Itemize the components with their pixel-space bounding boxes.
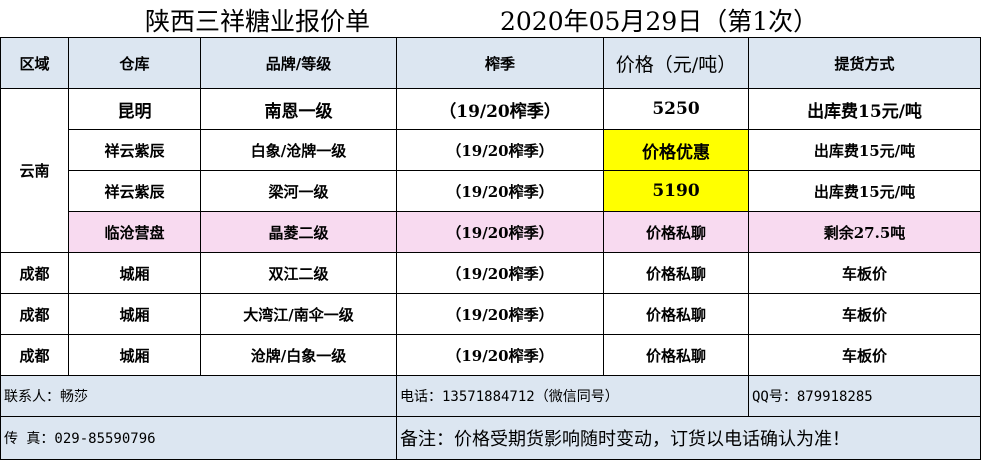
region-cell: 成都 [0, 334, 69, 376]
sheet-title: 陕西三祥糖业报价单 2020年05月29日（第1次） [0, 0, 982, 37]
brand-cell: 沧牌/白象一级 [200, 334, 397, 376]
delivery-cell: 车板价 [748, 334, 981, 376]
season-cell: （19/20榨季） [396, 252, 604, 294]
company-title: 陕西三祥糖业报价单 [145, 7, 371, 36]
table-row: 云南 昆明 南恩一级 （19/20榨季） 5250 出库费15元/吨 [0, 88, 981, 253]
season-cell: （19/20榨季） [396, 129, 604, 171]
brand-cell: 白象/沧牌一级 [200, 129, 397, 171]
season-cell: （19/20榨季） [396, 170, 604, 212]
header-brand: 品牌/等级 [200, 37, 397, 89]
price-cell: 5190 [603, 170, 749, 212]
delivery-cell: 出库费15元/吨 [748, 129, 981, 171]
price-cell: 价格优惠 [603, 129, 749, 171]
date-title: 2020年05月29日（第1次） [500, 7, 819, 36]
warehouse-cell: 临沧营盘 [68, 211, 201, 253]
footer-row-contact: 联系人：畅莎 电话：13571884712（微信同号） QQ号：87991828… [0, 375, 981, 417]
region-cell: 成都 [0, 293, 69, 335]
region-cell: 云南 [0, 88, 69, 253]
delivery-cell: 出库费15元/吨 [748, 88, 981, 130]
season-cell: （19/20榨季） [396, 334, 604, 376]
price-cell: 5250 [603, 88, 749, 130]
delivery-cell: 出库费15元/吨 [748, 170, 981, 212]
season-cell: （19/20榨季） [396, 293, 604, 335]
brand-cell: 梁河一级 [200, 170, 397, 212]
warehouse-cell: 城厢 [68, 334, 201, 376]
brand-cell: 晶菱二级 [200, 211, 397, 253]
delivery-cell: 剩余27.5吨 [748, 211, 981, 253]
delivery-cell: 车板价 [748, 252, 981, 294]
header-delivery: 提货方式 [748, 37, 981, 89]
header-warehouse: 仓库 [68, 37, 201, 89]
season-cell: （19/20榨季） [396, 211, 604, 253]
header-price: 价格（元/吨） [603, 37, 749, 89]
price-cell: 价格私聊 [603, 252, 749, 294]
season-cell: （19/20榨季） [396, 88, 604, 130]
phone-number: 电话：13571884712（微信同号） [396, 375, 749, 417]
table-row: 成都 城厢 双江二级 （19/20榨季） 价格私聊 车板价 [0, 252, 981, 294]
fax-number: 传 真：029-85590796 [0, 416, 397, 460]
contact-person: 联系人：畅莎 [0, 375, 397, 417]
delivery-cell: 车板价 [748, 293, 981, 335]
warehouse-cell: 昆明 [68, 88, 201, 130]
header-row: 区域 仓库 品牌/等级 榨季 价格（元/吨） 提货方式 [0, 37, 981, 89]
brand-cell: 南恩一级 [200, 88, 397, 130]
header-region: 区域 [0, 37, 69, 89]
qq-number: QQ号：879918285 [748, 375, 981, 417]
region-cell: 成都 [0, 252, 69, 294]
table-row: 祥云紫辰 梁河一级 （19/20榨季） 5190 出库费15元/吨 [1, 170, 981, 212]
warehouse-cell: 城厢 [68, 252, 201, 294]
header-season: 榨季 [396, 37, 604, 89]
table-row: 临沧营盘 晶菱二级 （19/20榨季） 价格私聊 剩余27.5吨 [1, 211, 981, 253]
warehouse-cell: 祥云紫辰 [68, 129, 201, 171]
price-table: 区域 仓库 品牌/等级 榨季 价格（元/吨） 提货方式 云南 昆明 南恩一级 （… [0, 37, 981, 460]
footer-row-note: 传 真：029-85590796 备注：价格受期货影响随时变动，订货以电话确认为… [0, 416, 981, 460]
warehouse-cell: 祥云紫辰 [68, 170, 201, 212]
table-row: 祥云紫辰 白象/沧牌一级 （19/20榨季） 价格优惠 出库费15元/吨 [1, 129, 981, 171]
brand-cell: 双江二级 [200, 252, 397, 294]
table-row: 成都 城厢 沧牌/白象一级 （19/20榨季） 价格私聊 车板价 [0, 334, 981, 376]
price-cell: 价格私聊 [603, 211, 749, 253]
remark-note: 备注：价格受期货影响随时变动，订货以电话确认为准！ [396, 416, 981, 460]
table-row: 成都 城厢 大湾江/南伞一级 （19/20榨季） 价格私聊 车板价 [0, 293, 981, 335]
price-cell: 价格私聊 [603, 334, 749, 376]
price-cell: 价格私聊 [603, 293, 749, 335]
brand-cell: 大湾江/南伞一级 [200, 293, 397, 335]
warehouse-cell: 城厢 [68, 293, 201, 335]
